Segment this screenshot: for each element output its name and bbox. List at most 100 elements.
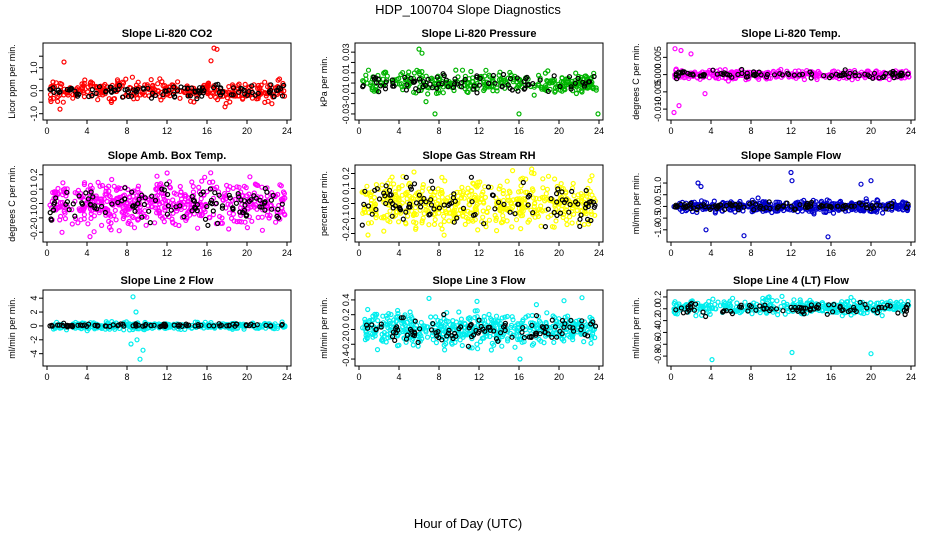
- data-point-black: [166, 87, 172, 93]
- data-point-black: [445, 84, 451, 90]
- data-point: [509, 168, 516, 174]
- y-tick-label: 0.4: [341, 294, 351, 307]
- data-point-black: [428, 178, 435, 184]
- x-tick-label: 16: [514, 126, 524, 136]
- data-point-black: [160, 92, 166, 98]
- data-point: [592, 212, 598, 218]
- data-point: [95, 97, 101, 103]
- outlier-point: [130, 294, 136, 300]
- data-point: [482, 194, 488, 200]
- data-point-black: [403, 87, 409, 93]
- x-tick-label: 4: [84, 372, 89, 382]
- x-tick-label: 20: [242, 126, 252, 136]
- data-point: [379, 182, 385, 188]
- data-point: [123, 76, 129, 82]
- chart-panel-3: Slope Li-820 Temp.0 4 8 12 16 20 24-0.010-0.00…: [631, 28, 916, 136]
- x-tick-label: 24: [594, 248, 604, 258]
- data-point-black: [427, 81, 433, 87]
- data-point: [91, 213, 98, 219]
- data-point: [734, 300, 740, 306]
- data-point: [569, 220, 575, 226]
- outlier-point: [474, 298, 480, 304]
- chart-title: Slope Line 3 Flow: [433, 275, 526, 287]
- data-point: [507, 69, 513, 76]
- y-tick-label: -0.03: [341, 104, 351, 125]
- data-point: [418, 319, 424, 326]
- data-point-black: [420, 83, 426, 90]
- outlier-point: [698, 183, 704, 190]
- x-tick-label: 16: [826, 126, 836, 136]
- x-tick-label: 24: [906, 126, 916, 136]
- data-point-black: [194, 95, 200, 102]
- data-point: [442, 347, 448, 353]
- data-point: [512, 344, 518, 350]
- data-point-black: [434, 74, 440, 80]
- data-point-black: [413, 86, 419, 92]
- data-point: [255, 214, 261, 221]
- data-point: [462, 73, 468, 79]
- data-point: [421, 211, 427, 217]
- x-tick-label: 12: [474, 248, 484, 258]
- data-point: [451, 87, 457, 94]
- data-point: [265, 98, 271, 104]
- data-point: [244, 225, 250, 231]
- data-point: [433, 90, 440, 97]
- data-point-black: [392, 337, 398, 343]
- data-point: [564, 221, 570, 228]
- data-point-black: [871, 70, 878, 76]
- data-point-black: [96, 84, 103, 90]
- outlier-point: [678, 47, 684, 54]
- outlier-point: [579, 295, 585, 301]
- y-tick-label: 0.01: [341, 64, 351, 82]
- data-point-black: [530, 80, 536, 87]
- data-point: [440, 90, 446, 96]
- data-point-black: [220, 89, 226, 95]
- data-point: [189, 179, 195, 185]
- data-point: [417, 78, 424, 85]
- data-point: [111, 213, 117, 219]
- data-point: [258, 82, 264, 88]
- x-tick-label: 8: [124, 126, 129, 136]
- data-point: [456, 309, 462, 315]
- data-point: [410, 342, 416, 348]
- x-tick-label: 0: [356, 126, 361, 136]
- data-point-black: [739, 70, 745, 77]
- data-point-black: [249, 89, 255, 96]
- data-point-black: [551, 73, 557, 79]
- data-point: [158, 97, 164, 103]
- data-point: [391, 181, 397, 187]
- data-point: [60, 180, 66, 186]
- data-point-black: [375, 76, 381, 83]
- data-point-black: [452, 76, 458, 82]
- data-point: [571, 193, 577, 199]
- data-point-black: [141, 201, 147, 208]
- data-point-black: [196, 88, 202, 94]
- data-point: [769, 209, 775, 216]
- y-tick-label: 0.005: [653, 46, 663, 69]
- data-point-black: [499, 83, 505, 90]
- data-point: [462, 221, 468, 227]
- x-tick-label: 0: [668, 248, 673, 258]
- data-point-black: [500, 71, 507, 78]
- data-point: [177, 183, 183, 190]
- scatter-points: [47, 45, 288, 112]
- data-point: [468, 68, 474, 75]
- data-point: [53, 80, 59, 86]
- data-point-black: [525, 81, 531, 88]
- data-point-black: [103, 88, 109, 94]
- data-point-black: [89, 92, 95, 99]
- data-point: [742, 299, 748, 305]
- x-tick-label: 8: [748, 126, 753, 136]
- data-point: [545, 173, 552, 179]
- x-tick-label: 0: [356, 248, 361, 258]
- data-point-black: [568, 86, 574, 92]
- data-point: [551, 339, 557, 345]
- data-point: [373, 84, 379, 90]
- outlier-point: [426, 295, 432, 301]
- data-point: [509, 224, 515, 230]
- data-point: [160, 83, 166, 89]
- data-point-black: [702, 313, 709, 320]
- data-point: [59, 81, 65, 87]
- data-point: [826, 72, 832, 78]
- data-point-black: [119, 94, 126, 100]
